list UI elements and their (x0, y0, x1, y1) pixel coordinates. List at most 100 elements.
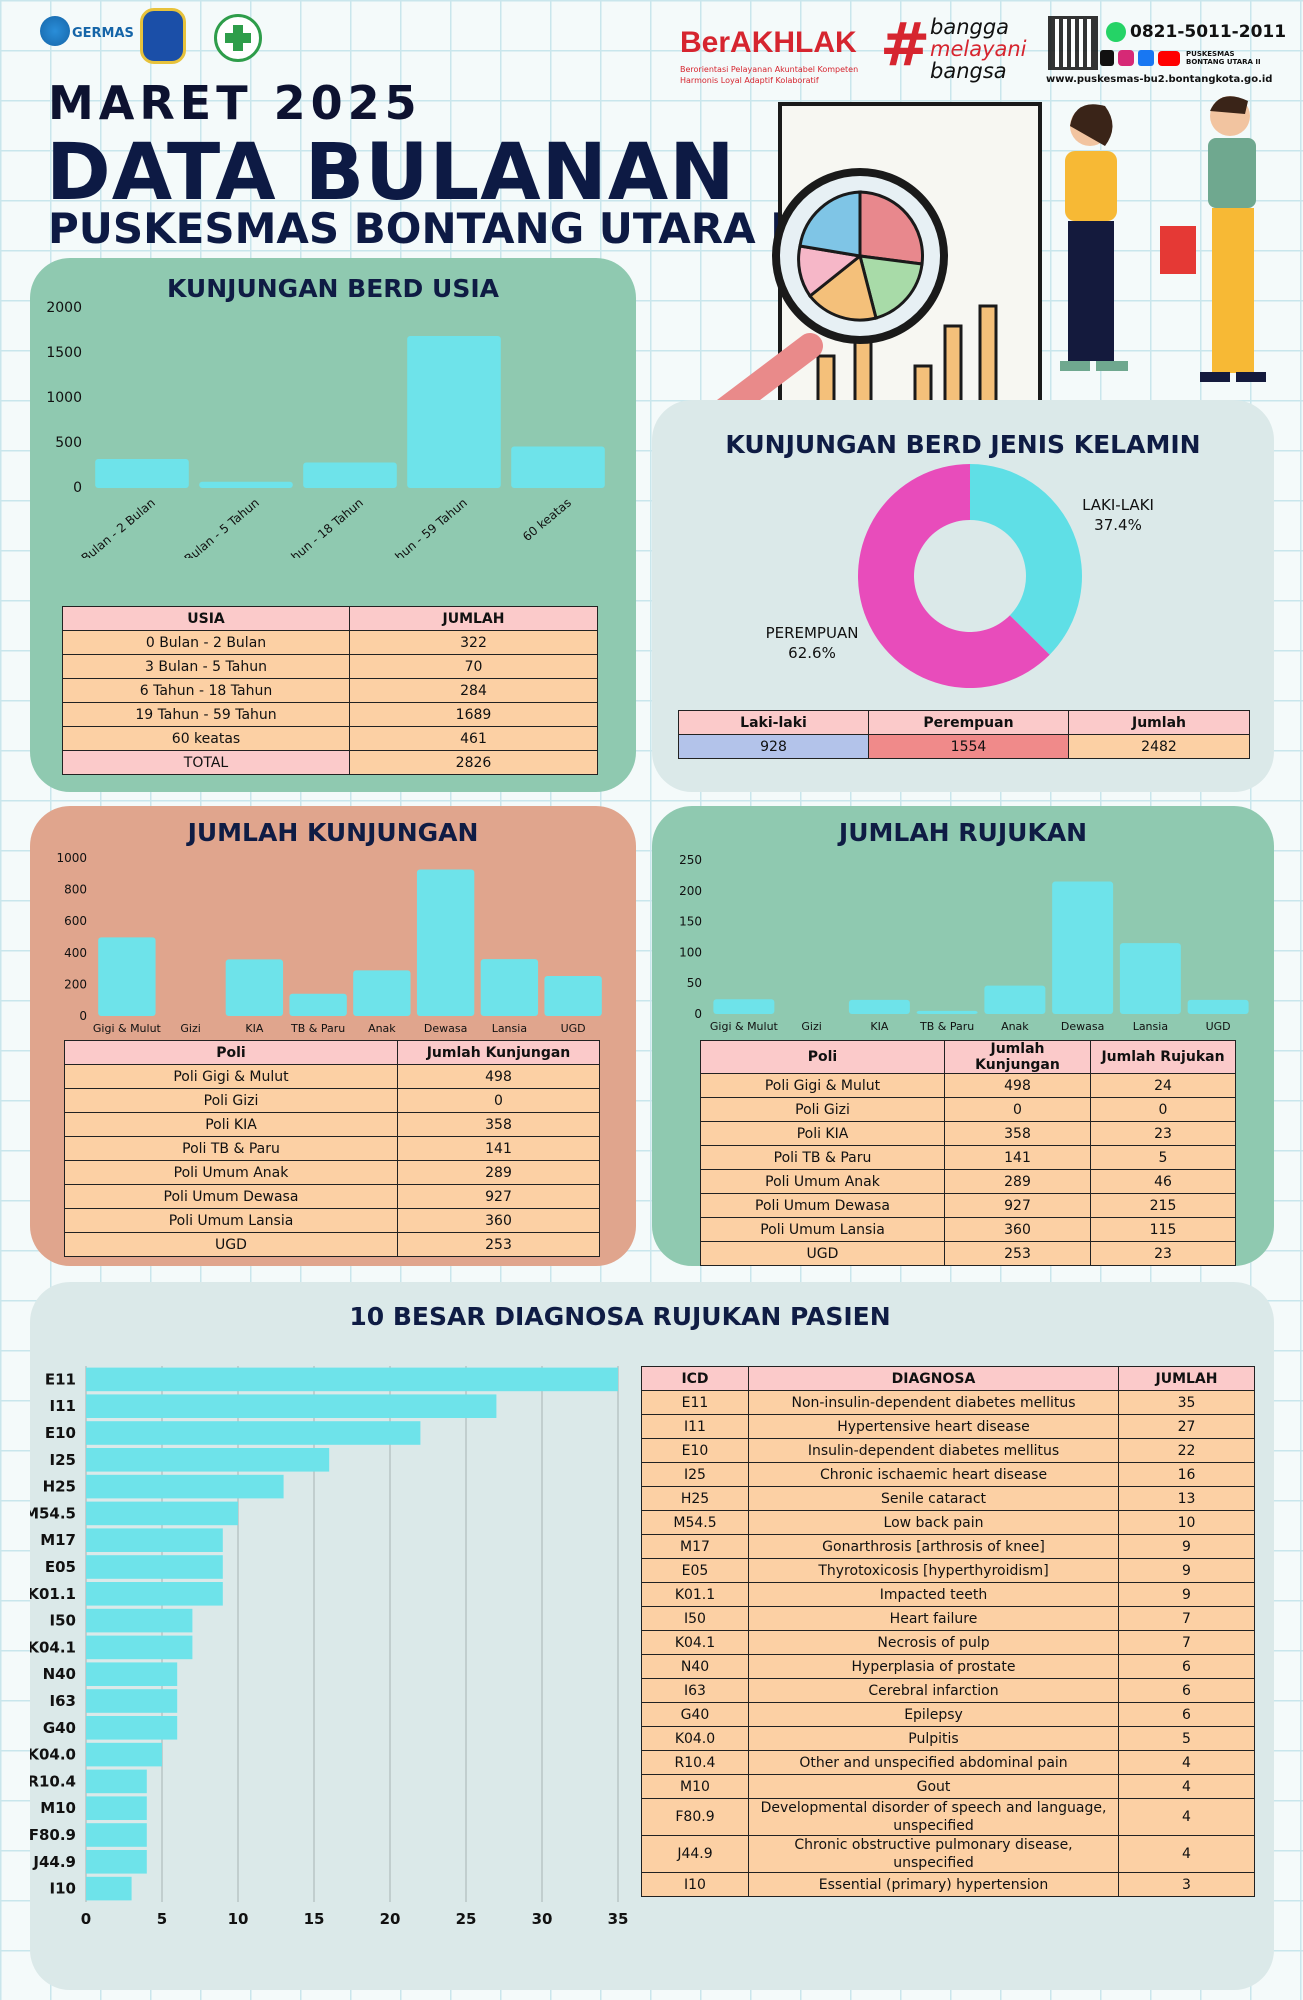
rujukan-cell-rujukan: 24 (1090, 1073, 1236, 1098)
diagnosa-header-icd: ICD (641, 1366, 749, 1391)
kunjungan-cell-poli: Poli Gigi & Mulut (64, 1064, 398, 1089)
svg-kunjungan-ytick-5: 1000 (56, 851, 87, 865)
diagnosa-cell-name: Senile cataract (748, 1486, 1119, 1511)
rujukan-cell-rujukan: 0 (1090, 1097, 1236, 1122)
diagnosa-cell-name: Cerebral infarction (748, 1678, 1119, 1703)
table-row: Poli Umum Dewasa 927 215 (700, 1193, 1236, 1218)
table-row: Poli Gizi 0 0 (700, 1097, 1236, 1122)
rujukan-cell-kunjungan: 360 (944, 1217, 1091, 1242)
diagnosa-cell-jumlah: 3 (1118, 1872, 1255, 1897)
diagnosa-cell-name: Developmental disorder of speech and lan… (748, 1798, 1119, 1836)
kunjungan-cell-poli: Poli Umum Anak (64, 1160, 398, 1185)
city-emblem-logo (140, 8, 186, 64)
diagnosa-ytick-8: K01.1 (30, 1585, 76, 1603)
diagnosa-bar-17 (86, 1823, 147, 1847)
diagnosa-bar-15 (86, 1769, 147, 1794)
kunjungan-bar-chart: 0 200 400 600 800 1000 Gigi & Mulut Gizi KIA TB &… (56, 851, 602, 1035)
diagnosa-bar-5 (86, 1501, 238, 1526)
diagnosa-cell-icd: K01.1 (641, 1582, 749, 1607)
diagnosa-bar-9 (86, 1608, 193, 1633)
table-row: I10 Essential (primary) hypertension 3 (641, 1872, 1255, 1897)
rujukan-table: Poli Jumlah Kunjungan Jumlah Rujukan Pol… (700, 1040, 1236, 1266)
diagnosa-cell-icd: E05 (641, 1558, 749, 1583)
diagnosa-table: ICD DIAGNOSA JUMLAH E11 Non-insulin-depen… (641, 1366, 1255, 1897)
diagnosa-cell-icd: M54.5 (641, 1510, 749, 1535)
diagnosa-cell-icd: J44.9 (641, 1835, 749, 1873)
berakhlak-logo: BerAKHLAK (680, 26, 857, 59)
diagnosa-ytick-1: I11 (50, 1397, 76, 1415)
usia-cell-value: 461 (349, 726, 598, 751)
diagnosa-bar-1 (86, 1394, 497, 1418)
usia-panel: KUNJUNGAN BERD USIA 0 500 1000 1500 2000 0 Bu… (30, 258, 636, 792)
usia-cell-value: 284 (349, 678, 598, 703)
rujukan-cell-poli: Poli KIA (700, 1121, 945, 1146)
diagnosa-cell-name: Non-insulin-dependent diabetes mellitus (748, 1390, 1119, 1415)
kunjungan-cell-poli: Poli KIA (64, 1112, 398, 1137)
rujukan-cell-poli: Poli Umum Lansia (700, 1217, 945, 1242)
svg-rujukan-bar-5 (1052, 881, 1114, 1014)
diagnosa-ytick-2: E10 (45, 1424, 76, 1442)
svg-rujukan-bar-0 (713, 999, 775, 1014)
diagnosa-cell-name: Hyperplasia of prostate (748, 1654, 1119, 1679)
svg-usia-xtick-0: 0 Bulan - 2 Bulan (70, 496, 158, 558)
table-row: N40 Hyperplasia of prostate 6 (641, 1654, 1255, 1679)
diagnosa-ytick-15: R10.4 (30, 1772, 76, 1790)
svg-kunjungan-xtick-0: Gigi & Mulut (93, 1022, 162, 1035)
svg-rujukan-bar-2 (848, 999, 910, 1014)
diagnosa-cell-jumlah: 4 (1118, 1750, 1255, 1775)
diagnosa-bar-14 (86, 1742, 162, 1767)
svg-usia-xtick-3: 19 Tahun - 59 Tahun (368, 496, 470, 558)
diagnosa-bar-0 (86, 1367, 618, 1392)
svg-kunjungan-ytick-4: 800 (64, 883, 87, 897)
table-row: M17 Gonarthrosis [arthrosis of knee] 9 (641, 1534, 1255, 1559)
svg-rujukan-xtick-7: UGD (1206, 1020, 1231, 1033)
svg-kunjungan-xtick-1: Gizi (180, 1022, 200, 1035)
svg-kunjungan-xtick-4: Anak (368, 1022, 396, 1035)
usia-cell-label: 3 Bulan - 5 Tahun (62, 654, 350, 679)
table-row: I63 Cerebral infarction 6 (641, 1678, 1255, 1703)
gender-value-laki: 928 (678, 734, 869, 759)
table-row: K01.1 Impacted teeth 9 (641, 1582, 1255, 1607)
table-row: G40 Epilepsy 6 (641, 1702, 1255, 1727)
diagnosa-xtick-7: 35 (608, 1910, 629, 1928)
table-row: Poli Gigi & Mulut 498 24 (700, 1073, 1236, 1098)
rujukan-cell-poli: Poli Umum Dewasa (700, 1193, 945, 1218)
gender-slice-1 (858, 464, 1050, 688)
diagnosa-panel: 10 BESAR DIAGNOSA RUJUKAN PASIEN 0 5 10 15 2… (30, 1282, 1274, 1990)
page-title: DATA BULANAN (46, 128, 736, 218)
kunjungan-panel: JUMLAH KUNJUNGAN 0 200 400 600 800 1000 Gigi &… (30, 806, 636, 1266)
qr-code-icon (1048, 16, 1098, 70)
usia-total-value: 2826 (349, 750, 598, 775)
diagnosa-cell-icd: I50 (641, 1606, 749, 1631)
diagnosa-bar-13 (86, 1716, 178, 1740)
rujukan-cell-poli: Poli Gigi & Mulut (700, 1073, 945, 1098)
diagnosa-cell-icd: M10 (641, 1774, 749, 1799)
puskesmas-logo (214, 14, 262, 62)
diagnosa-cell-icd: I63 (641, 1678, 749, 1703)
svg-usia-ytick-3: 1500 (46, 345, 82, 361)
svg-kunjungan-xtick-5: Dewasa (424, 1022, 467, 1035)
rujukan-cell-rujukan: 5 (1090, 1145, 1236, 1170)
svg-kunjungan-bar-7 (544, 976, 602, 1016)
svg-kunjungan-bar-3 (289, 993, 347, 1016)
diagnosa-xtick-1: 5 (157, 1910, 167, 1928)
diagnosa-ytick-5: M54.5 (30, 1504, 76, 1522)
kunjungan-cell-jumlah: 927 (397, 1184, 600, 1209)
table-row: 60 keatas 461 (62, 726, 598, 751)
table-row: Poli KIA 358 23 (700, 1121, 1236, 1146)
diagnosa-cell-jumlah: 9 (1118, 1582, 1255, 1607)
usia-total-row: TOTAL 2826 (62, 750, 598, 775)
diagnosa-cell-name: Low back pain (748, 1510, 1119, 1535)
table-row: E05 Thyrotoxicosis [hyperthyroidism] 9 (641, 1558, 1255, 1583)
gender-header-laki: Laki-laki (678, 710, 869, 735)
diagnosa-cell-icd: M17 (641, 1534, 749, 1559)
diagnosa-cell-jumlah: 7 (1118, 1606, 1255, 1631)
gender-donut-chart: LAKI-LAKI 37.4% PEREMPUAN 62.6% (766, 464, 1154, 688)
diagnosa-ytick-19: I10 (50, 1880, 76, 1898)
kunjungan-panel-title: JUMLAH KUNJUNGAN (187, 818, 479, 847)
diagnosa-bar-7 (86, 1555, 223, 1579)
diagnosa-cell-name: Necrosis of pulp (748, 1630, 1119, 1655)
table-row: J44.9 Chronic obstructive pulmonary disea… (641, 1835, 1255, 1873)
diagnosa-cell-jumlah: 9 (1118, 1534, 1255, 1559)
svg-kunjungan-xtick-2: KIA (245, 1022, 263, 1035)
